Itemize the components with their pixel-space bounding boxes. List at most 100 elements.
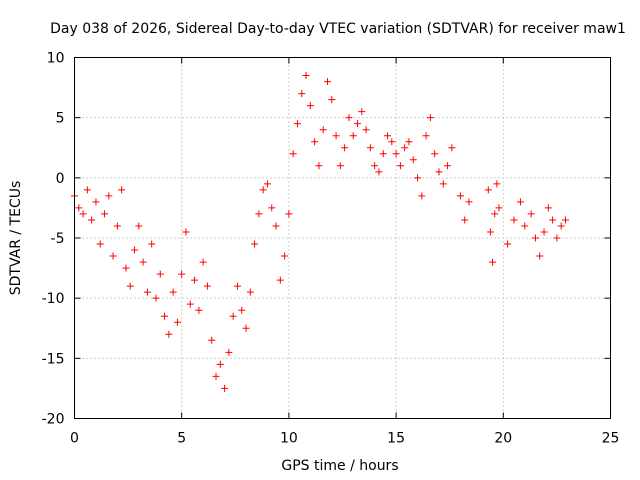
data-point (315, 162, 323, 170)
data-point (233, 282, 241, 290)
grid (74, 57, 611, 419)
data-point (493, 180, 501, 188)
data-point (392, 150, 400, 158)
y-tick-label: -10 (42, 291, 65, 307)
data-point (311, 138, 319, 146)
data-point (186, 300, 194, 308)
x-tick-label: 5 (177, 431, 186, 447)
data-point (83, 186, 91, 194)
data-point (203, 282, 211, 290)
data-point (414, 174, 422, 182)
data-point (156, 270, 164, 278)
data-point (229, 312, 237, 320)
data-point (388, 138, 396, 146)
data-point (396, 162, 404, 170)
data-point (354, 120, 362, 128)
data-point (199, 258, 207, 266)
data-point (484, 186, 492, 194)
data-point (491, 210, 499, 218)
data-point (259, 186, 267, 194)
data-point (504, 240, 512, 248)
data-point (418, 192, 426, 200)
data-point (379, 150, 387, 158)
data-point (516, 198, 524, 206)
data-point (173, 318, 181, 326)
data-point (242, 324, 250, 332)
data-point (366, 144, 374, 152)
data-point (221, 384, 229, 392)
x-tick-label: 20 (494, 431, 512, 447)
data-point (208, 336, 216, 344)
data-point (131, 246, 139, 254)
x-tick-label: 25 (602, 431, 620, 447)
data-point (549, 216, 557, 224)
data-point (216, 360, 224, 368)
data-point (319, 126, 327, 134)
data-point (143, 288, 151, 296)
data-point (298, 90, 306, 98)
data-point (345, 114, 353, 122)
data-point (165, 330, 173, 338)
data-point (362, 126, 370, 134)
data-point (495, 204, 503, 212)
data-point (341, 144, 349, 152)
data-point (544, 204, 552, 212)
data-point (118, 186, 126, 194)
data-point (521, 222, 529, 230)
data-point (553, 234, 561, 242)
data-point (246, 288, 254, 296)
data-point (426, 114, 434, 122)
data-point (375, 168, 383, 176)
data-point (328, 96, 336, 104)
data-point (92, 198, 100, 206)
data-point (75, 204, 83, 212)
data-point (268, 204, 276, 212)
data-point (486, 228, 494, 236)
data-point (255, 210, 263, 218)
data-point (293, 120, 301, 128)
data-point (540, 228, 548, 236)
data-point (439, 180, 447, 188)
y-axis-title: SDTVAR / TECUs (8, 181, 24, 296)
data-point (371, 162, 379, 170)
data-point (272, 222, 280, 230)
data-point (531, 234, 539, 242)
data-point (281, 252, 289, 260)
chart-title: Day 038 of 2026, Sidereal Day-to-day VTE… (50, 21, 626, 37)
data-point (135, 222, 143, 230)
data-point (182, 228, 190, 236)
data-point (105, 192, 113, 200)
data-point (489, 258, 497, 266)
data-point (113, 222, 121, 230)
data-point (349, 132, 357, 140)
data-point (276, 276, 284, 284)
data-point (401, 144, 409, 152)
data-point (139, 258, 147, 266)
data-point (561, 216, 569, 224)
x-tick-label: 15 (387, 431, 405, 447)
data-point (225, 348, 233, 356)
data-point (456, 192, 464, 200)
y-tick-label: -15 (42, 351, 65, 367)
axis-ticks: 0 5 10 15 20 25 -20 -15 -10 -5 0 5 10 (42, 51, 620, 447)
data-point (323, 78, 331, 86)
data-point (285, 210, 293, 218)
data-point (178, 270, 186, 278)
x-tick-label: 10 (280, 431, 298, 447)
data-point (122, 264, 130, 272)
data-point (306, 102, 314, 110)
data-point (148, 240, 156, 248)
data-point (405, 138, 413, 146)
data-points (71, 72, 569, 392)
data-point (557, 222, 565, 230)
data-point (238, 306, 246, 314)
data-point (251, 240, 259, 248)
data-point (422, 132, 430, 140)
data-point (212, 372, 220, 380)
y-tick-label: 5 (56, 111, 65, 127)
data-point (510, 216, 518, 224)
x-tick-label: 0 (70, 431, 79, 447)
data-point (126, 282, 134, 290)
data-point (169, 288, 177, 296)
data-point (109, 252, 117, 260)
